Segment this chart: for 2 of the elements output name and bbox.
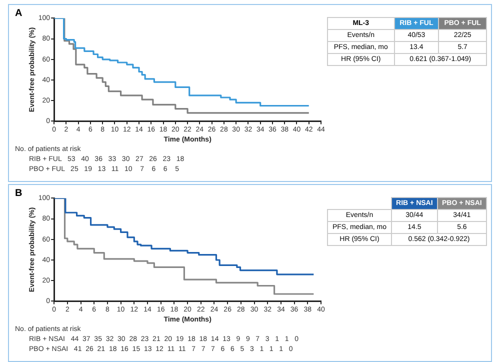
chart-title: B	[15, 188, 22, 199]
chart-title: A	[15, 8, 22, 19]
